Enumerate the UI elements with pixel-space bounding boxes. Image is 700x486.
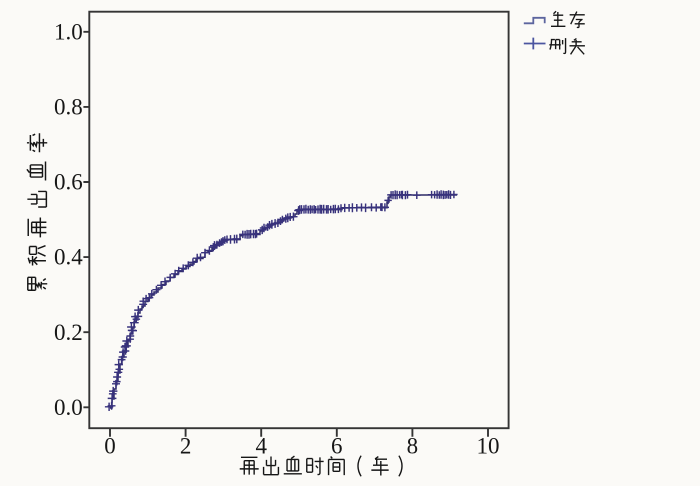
svg-text:0.4: 0.4 <box>54 245 83 270</box>
svg-text:1.0: 1.0 <box>54 19 83 44</box>
svg-text:0: 0 <box>104 434 116 459</box>
svg-text:0.0: 0.0 <box>54 395 83 420</box>
svg-text:0.6: 0.6 <box>54 170 83 195</box>
svg-text:0.8: 0.8 <box>54 95 83 120</box>
svg-text:6: 6 <box>331 434 343 459</box>
svg-text:4: 4 <box>255 434 267 459</box>
svg-text:2: 2 <box>180 434 192 459</box>
svg-text:0.2: 0.2 <box>54 320 83 345</box>
svg-text:8: 8 <box>407 434 419 459</box>
svg-text:10: 10 <box>477 434 500 459</box>
